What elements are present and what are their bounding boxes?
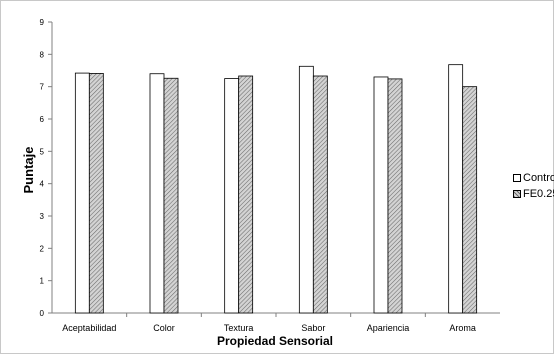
bar-fe025-textura <box>238 75 254 314</box>
y-axis-title: Puntaje <box>21 147 36 194</box>
y-tick-label: 4 <box>40 180 45 189</box>
y-tick-label: 8 <box>40 50 45 59</box>
y-tick-label: 7 <box>40 83 45 92</box>
legend-item-fe025: FE0.25 <box>513 186 554 202</box>
bar-control-sabor <box>298 65 314 314</box>
legend-label-control: Control <box>523 172 554 184</box>
bar-control-color <box>149 73 165 314</box>
x-tick-label: Sabor <box>301 323 325 333</box>
bar-fe025-sabor <box>312 75 328 314</box>
bar-fe025-aceptabilidad <box>88 73 104 314</box>
bar-control-aceptabilidad <box>74 72 90 314</box>
x-tick-label: Textura <box>224 323 254 333</box>
x-axis-title: Propiedad Sensorial <box>217 334 333 348</box>
bar-control-aroma <box>448 64 464 314</box>
bar-fe025-apariencia <box>387 78 403 314</box>
legend-swatch-fe025 <box>513 190 521 198</box>
y-tick-label: 9 <box>40 18 45 27</box>
x-tick-label: Color <box>153 323 175 333</box>
legend-item-control: Control <box>513 170 554 186</box>
x-tick-label: Aceptabilidad <box>62 323 116 333</box>
x-tick-label: Apariencia <box>367 323 410 333</box>
x-tick-label: Aroma <box>449 323 476 333</box>
bar-control-apariencia <box>373 76 389 314</box>
y-tick-label: 6 <box>40 115 45 124</box>
y-tick-label: 3 <box>40 212 45 221</box>
legend-label-fe025: FE0.25 <box>523 188 554 200</box>
y-tick-label: 1 <box>40 277 45 286</box>
bar-control-textura <box>224 78 240 314</box>
bar-fe025-aroma <box>462 86 478 314</box>
y-tick-label: 2 <box>40 244 45 253</box>
legend-swatch-control <box>513 174 521 182</box>
bar-fe025-color <box>163 77 179 314</box>
y-tick-label: 5 <box>40 147 45 156</box>
y-tick-label: 0 <box>40 309 45 318</box>
legend: Control FE0.25 <box>513 170 554 202</box>
